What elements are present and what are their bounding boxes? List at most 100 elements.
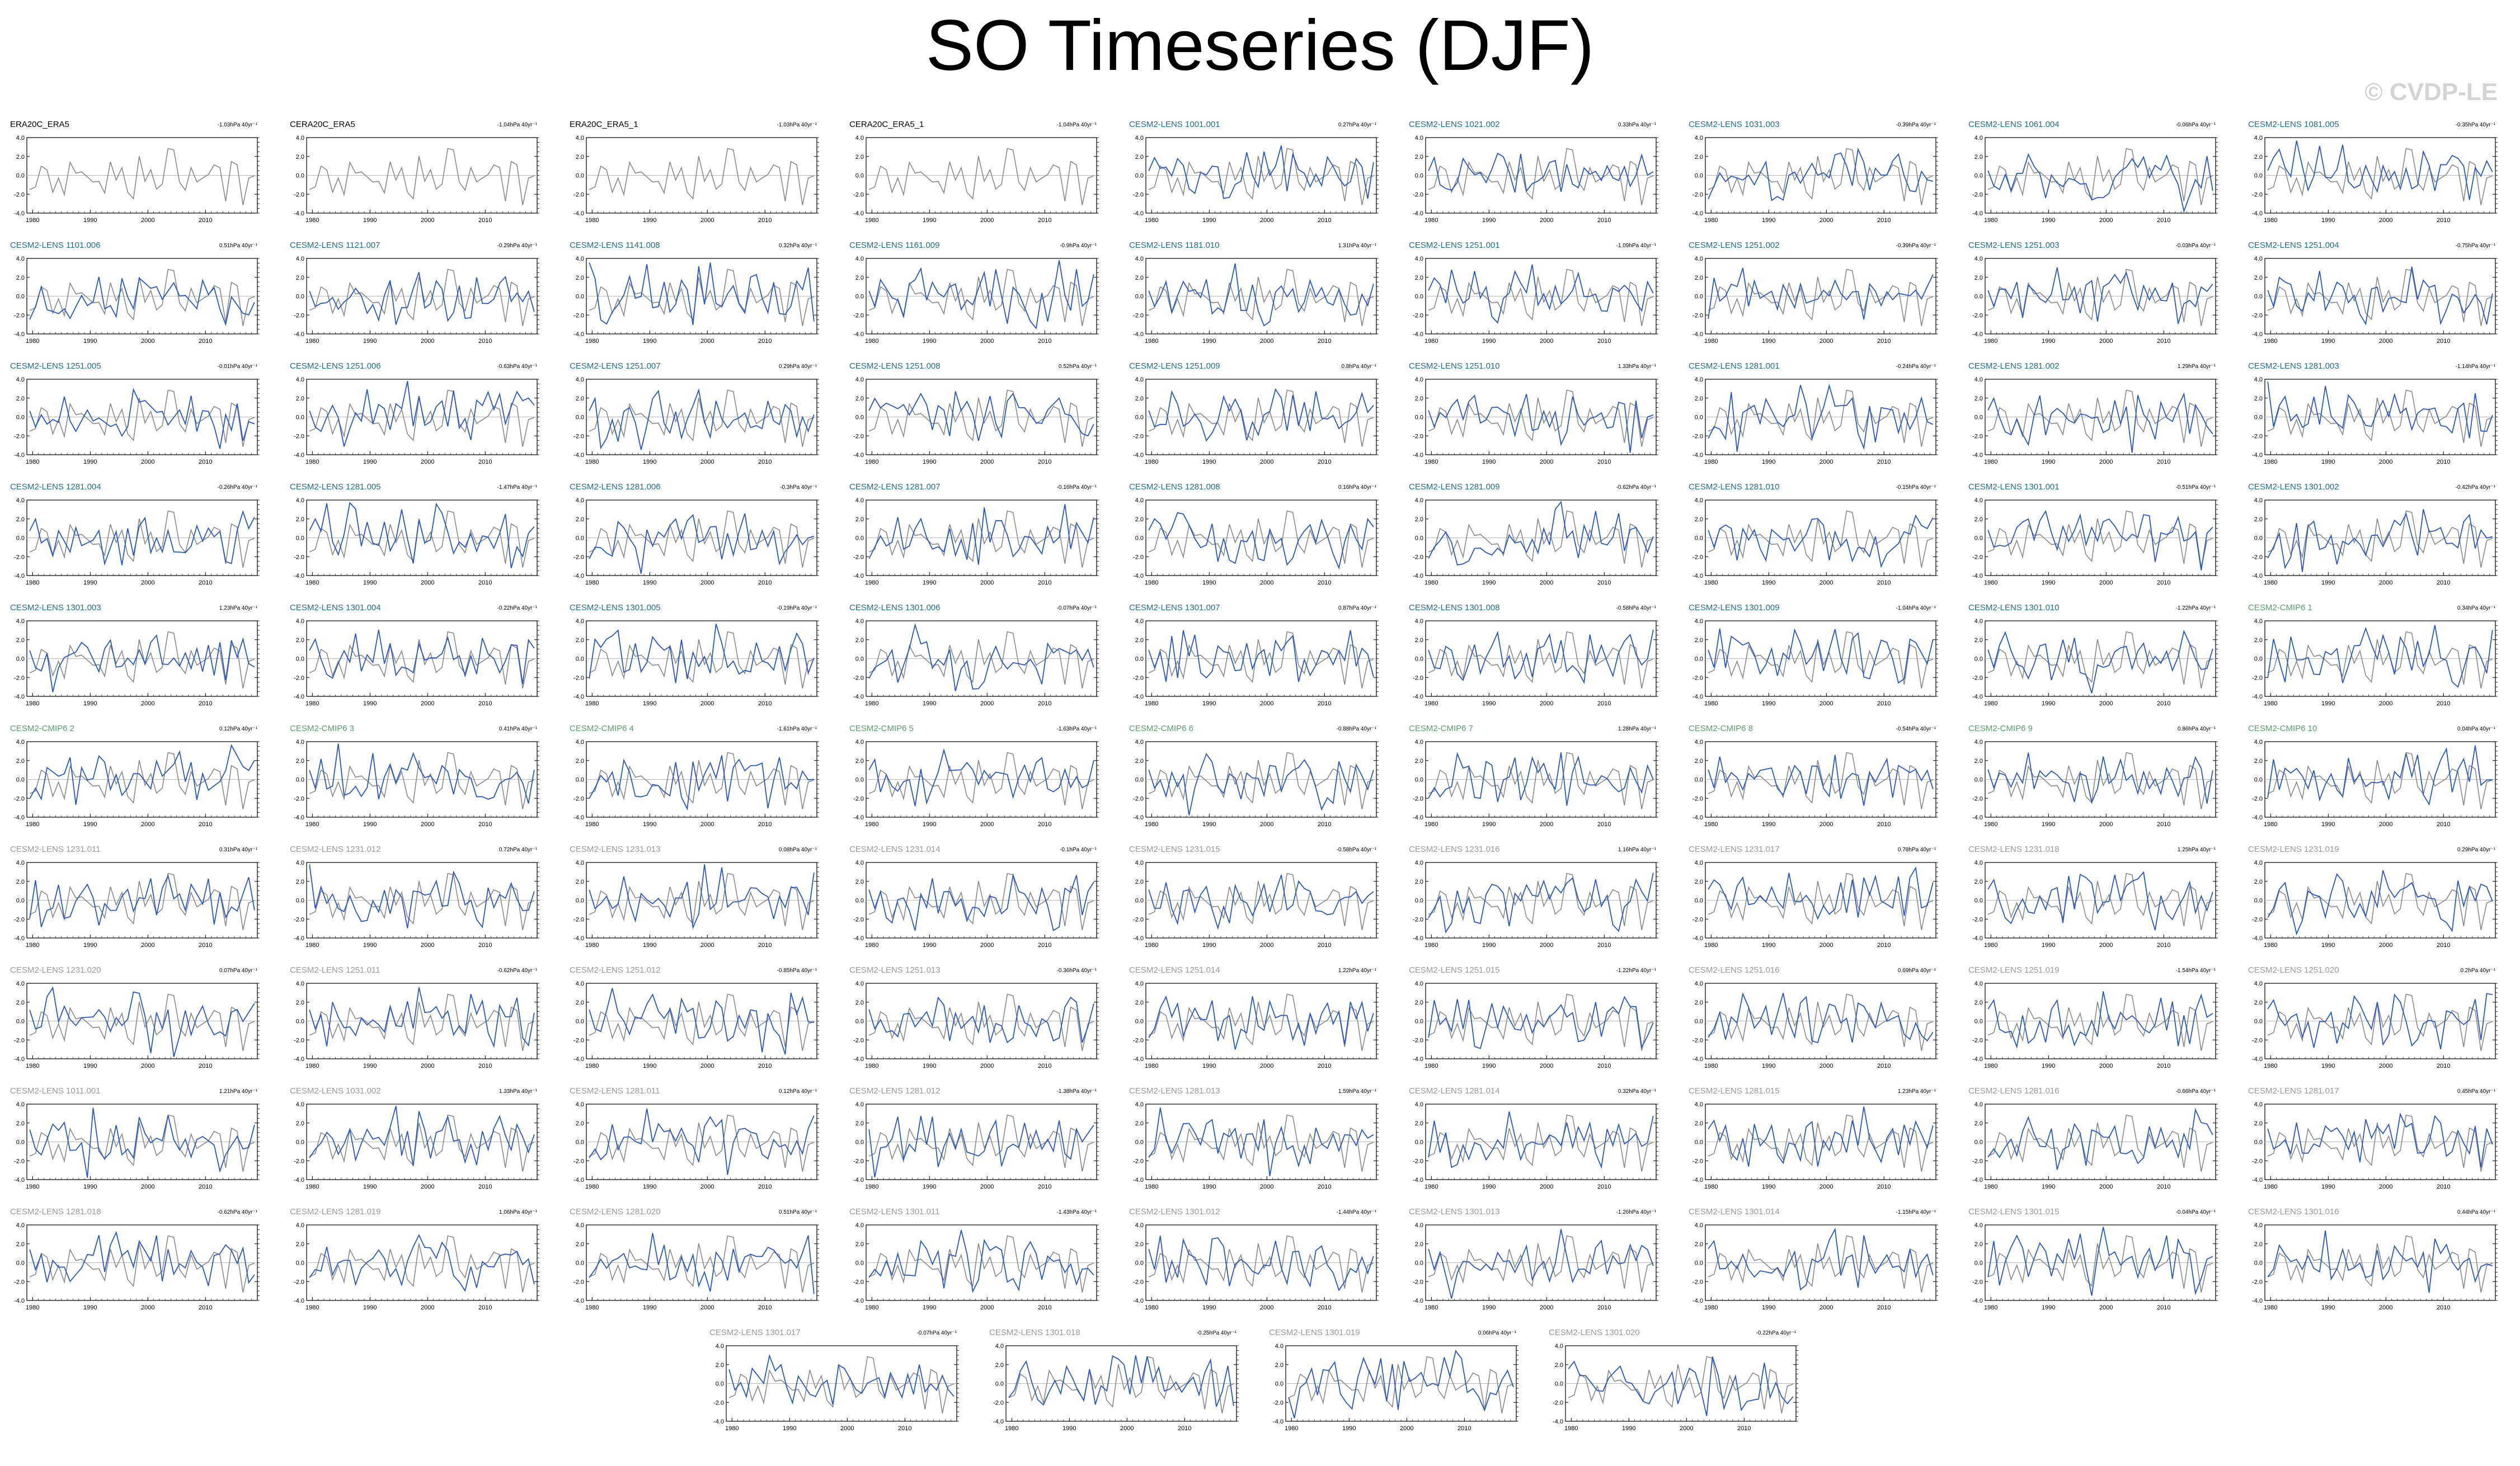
y-tick-label: -4.0 [1692, 573, 1703, 579]
x-tick-label: 1980 [585, 700, 599, 707]
y-tick-label: -2.0 [1692, 675, 1703, 681]
x-tick-label: 1990 [923, 821, 936, 828]
chart-panel: CESM2-LENS 1251.010 1.33hPa 40yr⁻¹ 4.0 2.0 0… [1409, 361, 1672, 474]
observed-series-line [1708, 752, 1934, 809]
x-tick-label: 1980 [1984, 338, 1997, 345]
y-tick-label: -2.0 [1692, 312, 1703, 319]
panel-trend-label: 1.31hPa 40yr⁻¹ [1338, 243, 1376, 249]
model-series-line [589, 755, 814, 811]
model-series-line [1148, 630, 1374, 682]
y-tick-label: 2.0 [1974, 637, 1983, 644]
panel-trend-label: -0.39hPa 40yr⁻¹ [1896, 122, 1936, 128]
x-tick-label: 2010 [1597, 459, 1611, 465]
y-tick-label: 0.0 [2254, 294, 2263, 300]
panel-title: CESM2-LENS 1301.008 [1409, 603, 1500, 612]
y-tick-label: 4.0 [855, 497, 864, 504]
panel-trend-label: -0.01hPa 40yr⁻¹ [217, 364, 257, 370]
y-tick-label: 0.0 [1415, 414, 1423, 421]
y-tick-label: 4.0 [2254, 135, 2263, 142]
x-tick-label: 1990 [643, 942, 656, 949]
y-tick-label: 0.0 [576, 173, 584, 180]
y-tick-label: -4.0 [573, 573, 584, 579]
y-tick-label: 4.0 [1415, 618, 1423, 625]
x-tick-label: 1980 [585, 217, 599, 224]
x-tick-label: 2010 [2437, 579, 2450, 586]
x-tick-label: 1990 [1762, 459, 1775, 465]
y-tick-label: 4.0 [855, 376, 864, 383]
y-tick-label: -4.0 [573, 694, 584, 700]
x-tick-label: 2000 [1540, 217, 1553, 224]
y-tick-label: 2.0 [1415, 275, 1423, 281]
y-tick-label: 2.0 [1415, 395, 1423, 402]
y-tick-label: -2.0 [14, 795, 25, 802]
y-tick-label: 2.0 [855, 275, 864, 281]
y-tick-label: 2.0 [855, 637, 864, 644]
model-series-line [1428, 629, 1654, 685]
model-series-line [29, 388, 255, 449]
y-tick-label: -2.0 [1133, 312, 1144, 319]
model-series-line [1987, 629, 2213, 694]
x-tick-label: 2010 [1877, 700, 1891, 707]
panel-trend-label: 0.8hPa 40yr⁻¹ [1341, 364, 1376, 370]
panel-title: CESM2-LENS 1251.002 [1689, 241, 1780, 250]
x-tick-label: 1980 [2264, 459, 2277, 465]
y-tick-label: -4.0 [1692, 210, 1703, 217]
y-tick-label: -2.0 [2252, 312, 2263, 319]
observed-series-line [589, 389, 815, 447]
x-tick-label: 2010 [1318, 821, 1331, 828]
x-tick-label: 2000 [980, 459, 994, 465]
y-tick-label: 2.0 [16, 879, 25, 885]
y-tick-label: 2.0 [1135, 395, 1144, 402]
y-tick-label: 2.0 [1415, 154, 1423, 161]
y-tick-label: 4.0 [576, 739, 584, 746]
model-series-line [868, 623, 1094, 691]
y-tick-label: 2.0 [1974, 516, 1983, 523]
panel-title: CESM2-LENS 1101.006 [10, 241, 101, 250]
x-tick-label: 2010 [478, 821, 492, 828]
y-tick-label: 0.0 [1974, 777, 1983, 784]
y-tick-label: 0.0 [2254, 777, 2263, 784]
y-tick-label: -4.0 [1133, 573, 1144, 579]
y-tick-label: 4.0 [1695, 497, 1703, 504]
y-tick-label: -2.0 [853, 191, 864, 198]
x-tick-label: 2010 [1038, 821, 1051, 828]
y-tick-label: -4.0 [853, 573, 864, 579]
panel-title: CESM2-LENS 1281.008 [1129, 482, 1220, 492]
x-tick-label: 1990 [363, 459, 377, 465]
y-tick-label: 2.0 [855, 516, 864, 523]
x-tick-label: 1990 [1482, 217, 1496, 224]
x-tick-label: 1980 [1704, 459, 1718, 465]
y-tick-label: 4.0 [296, 497, 304, 504]
observed-series-line [589, 268, 815, 326]
x-tick-label: 1990 [643, 217, 656, 224]
y-tick-label: -4.0 [14, 331, 25, 338]
model-series-line [1708, 267, 1934, 320]
model-series-line [309, 629, 535, 684]
y-tick-label: -4.0 [1413, 331, 1423, 338]
observed-series-line [1987, 631, 2213, 689]
y-tick-label: -2.0 [853, 554, 864, 560]
panel-title: CESM2-LENS 1281.007 [849, 482, 941, 492]
panel-trend-label: -0.62hPa 40yr⁻¹ [1616, 484, 1656, 491]
y-tick-label: 0.0 [16, 535, 25, 542]
x-tick-label: 2010 [2157, 579, 2170, 586]
chart-panel: CESM2-LENS 1081.005 -0.35hPa 40yr⁻¹ 4.0 2.0… [2248, 120, 2511, 233]
y-tick-label: -2.0 [2252, 191, 2263, 198]
y-tick-label: 2.0 [1135, 154, 1144, 161]
x-tick-label: 2000 [700, 338, 714, 345]
x-tick-label: 1980 [1145, 459, 1158, 465]
model-series-line [309, 501, 535, 568]
y-tick-label: -4.0 [1413, 694, 1423, 700]
x-tick-label: 2000 [2379, 821, 2392, 828]
y-tick-label: -2.0 [1413, 675, 1423, 681]
x-tick-label: 2010 [758, 338, 772, 345]
x-tick-label: 1990 [1202, 217, 1216, 224]
x-tick-label: 2010 [758, 942, 772, 949]
y-tick-label: 0.0 [1135, 173, 1144, 180]
chart-panel: CESM2-LENS 1281.002 1.29hPa 40yr⁻¹ 4.0 2.0 0… [1968, 361, 2231, 474]
